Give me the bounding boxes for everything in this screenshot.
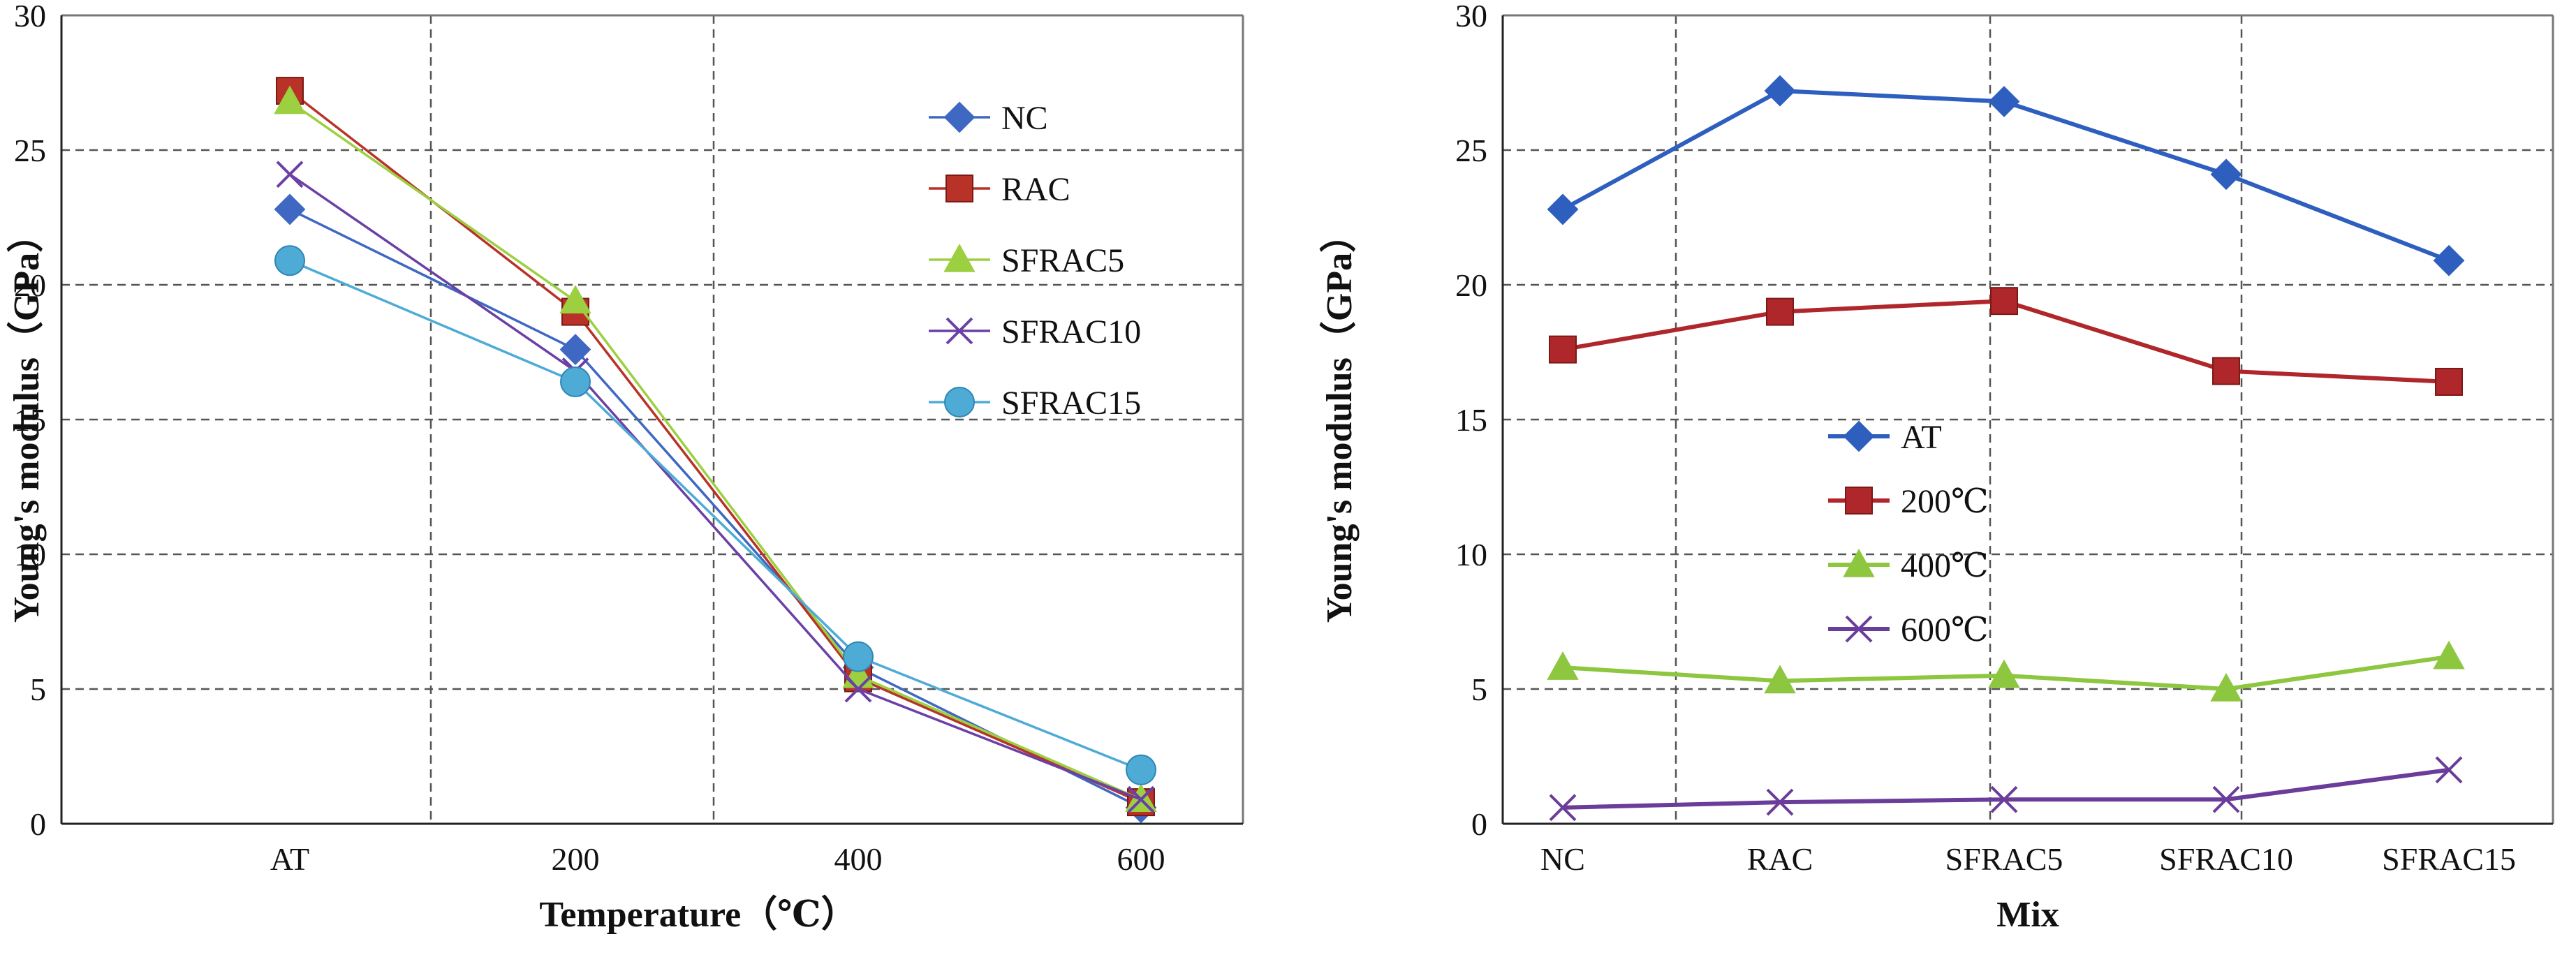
series-600- [1549,756,2463,822]
data-point [1549,794,1577,822]
x-tick-label: SFRAC5 [1945,841,2063,877]
y-axis-title: Young's modulus（GPa） [1319,216,1360,623]
x-tick-label: 600 [1117,841,1165,877]
y-tick-label: 25 [14,133,46,168]
data-point-stroke-b [276,161,304,188]
data-point-stroke-b [1127,785,1155,813]
legend-label: 400℃ [1901,547,1989,584]
legend-marker [945,175,973,202]
y-axis-title: Young's modulus（GPa） [6,216,47,623]
legend-marker-stroke-b [1845,615,1873,643]
data-point [276,161,304,188]
legend-label: RAC [1001,171,1070,208]
legend-marker [943,101,976,133]
data-point [843,641,874,672]
x-tick-label: AT [270,841,309,877]
legend-marker [1845,487,1873,514]
legend-marker [1845,615,1873,643]
series-sfrac15 [274,245,1156,785]
data-point-stroke-b [2435,756,2463,784]
data-point [2433,640,2465,669]
y-tick-label: 10 [14,537,46,572]
data-point [1988,86,2020,117]
data-point-stroke-b [1549,794,1577,822]
y-tick-label: 10 [1455,537,1487,572]
data-point [2435,367,2463,396]
legend-marker [943,243,976,272]
data-point [2212,357,2240,385]
y-tick-label: 5 [1471,672,1487,707]
data-point [1126,754,1156,785]
data-point [560,366,591,397]
right-chart-mix: 0 5 10 15 20 25 30 NC RAC SFRAC5 SFRAC10 SFRAC15 Mix… [1319,0,2554,935]
x-tick-label: 400 [834,841,883,877]
data-point [274,193,306,225]
legend-marker [1843,420,1875,452]
data-point-stroke-b [2212,785,2240,813]
legend-label: 200℃ [1901,483,1989,520]
x-tick-label: SFRAC15 [2382,841,2516,877]
data-point [2435,756,2463,784]
legend-marker [1843,548,1875,577]
x-tick-label: NC [1540,841,1585,877]
legend: NC RAC SFRAC5 SFRAC10 SFRAC15 [929,100,1141,422]
legend-label: SFRAC15 [1001,385,1141,422]
x-axis-title: Mix [1996,895,2059,935]
data-point [274,85,306,114]
series-line [289,173,1142,801]
y-tick-label: 20 [1455,267,1487,303]
data-point [844,675,872,703]
data-point-stroke-b [1990,785,2018,813]
data-point [559,285,591,313]
series-200- [1549,287,2463,396]
series-line [289,259,1142,771]
y-tick-label: 30 [14,0,46,34]
legend: AT 200℃ 400℃ 600℃ [1828,419,1989,649]
series-400- [1547,640,2465,702]
y-tick-label: 5 [30,672,46,707]
y-tick-label: 15 [1455,402,1487,438]
series-at [1547,75,2465,276]
left-chart-temperature: 0 5 10 15 20 25 30 AT 200 400 600 Temperature（℃） You… [6,0,1244,935]
data-point [559,334,591,366]
data-point [1127,785,1155,813]
data-point [1766,788,1794,816]
data-point [1988,659,2020,688]
data-point [1547,651,1579,680]
data-point [1547,193,1579,225]
legend-marker-stroke-b [945,317,973,345]
y-tick-label: 30 [1455,0,1487,34]
data-point-stroke-b [844,675,872,703]
legend-marker [944,387,975,417]
legend-label: NC [1001,100,1048,137]
y-tick-label: 0 [1471,806,1487,842]
legend-label: SFRAC10 [1001,313,1141,350]
data-point [2210,672,2242,702]
data-point [274,245,305,276]
data-point [1764,665,1796,694]
data-point [2210,158,2242,191]
data-point [2433,244,2465,276]
x-tick-label: 200 [552,841,600,877]
legend-label: AT [1901,419,1942,456]
y-tick-label: 20 [14,267,46,303]
data-point-stroke-b [1766,788,1794,816]
x-tick-label: RAC [1747,841,1813,877]
data-point [1764,75,1796,107]
data-point [2212,785,2240,813]
y-tick-label: 0 [30,806,46,842]
series-line [288,101,1142,801]
y-tick-label: 15 [14,402,46,438]
data-point [1549,335,1577,364]
data-point [1990,785,2018,813]
x-tick-label: SFRAC10 [2159,841,2293,877]
x-axis-title: Temperature（℃） [539,894,857,935]
data-point [1990,287,2018,316]
legend-marker [945,317,973,345]
y-tick-label: 25 [1455,133,1487,168]
legend-label: SFRAC5 [1001,242,1124,279]
data-point [1766,297,1794,326]
legend-label: 600℃ [1901,612,1989,649]
